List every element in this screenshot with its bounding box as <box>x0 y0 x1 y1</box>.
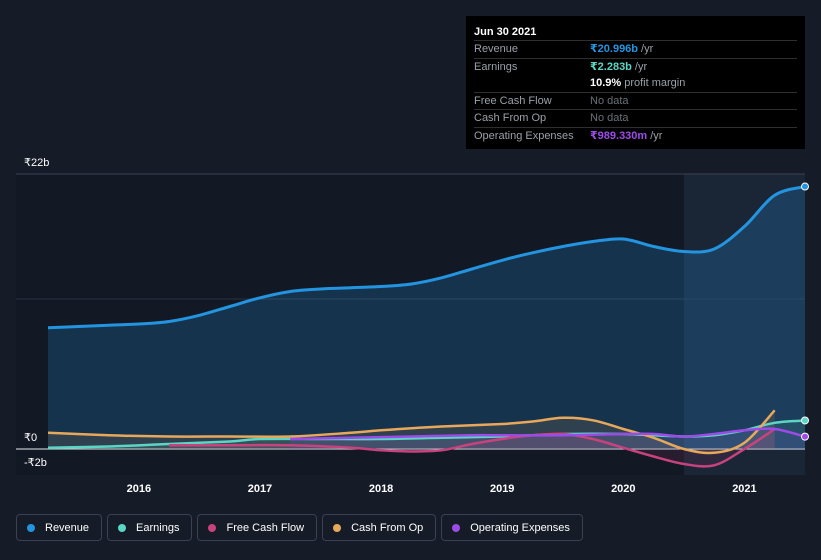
legend-item-revenue[interactable]: Revenue <box>16 514 103 541</box>
tooltip-value: ₹989.330m <box>590 129 648 142</box>
legend-dot-icon <box>452 523 461 532</box>
tooltip-row-revenue: Revenue ₹20.996b /yr <box>474 41 797 59</box>
tooltip-label: Operating Expenses <box>474 129 574 142</box>
operating-expenses-line <box>290 427 806 441</box>
revenue-line <box>47 185 806 330</box>
x-tick-label: 2017 <box>248 483 272 495</box>
legend-item-cash-from-op[interactable]: Cash From Op <box>322 514 437 541</box>
legend-label: Revenue <box>45 521 90 534</box>
legend-item-operating-expenses[interactable]: Operating Expenses <box>441 514 583 541</box>
tooltip-panel: Jun 30 2021 Revenue ₹20.996b /yr Earning… <box>466 16 805 149</box>
tooltip-value: No data <box>590 112 629 124</box>
tooltip-value: 10.9% <box>590 77 622 89</box>
y-axis-label: -₹2b <box>24 457 47 469</box>
tooltip-unit: /yr <box>634 60 648 73</box>
x-tick-label: 2020 <box>611 483 635 495</box>
earnings-endpoint <box>801 416 809 425</box>
revenue-endpoint <box>801 182 809 191</box>
legend-dot-icon <box>118 523 127 532</box>
free-cash-flow-line <box>169 427 776 468</box>
tooltip-unit: /yr <box>641 43 654 55</box>
tooltip-row-cash-from-op: Cash From Op No data <box>474 110 797 128</box>
highlight-region <box>683 174 805 475</box>
legend-dot-icon <box>333 523 342 532</box>
free-cash-flow-area <box>169 429 775 467</box>
x-tick-label: 2019 <box>490 483 514 495</box>
legend-dot-icon <box>208 523 217 532</box>
tooltip-row-earnings: Earnings ₹2.283b /yr <box>474 59 797 76</box>
y-axis-label: ₹0 <box>24 432 37 444</box>
chart-area: 2016 2017 2018 2019 2020 2021 ₹22b ₹0 -₹2b <box>16 157 809 495</box>
x-tick-label: 2016 <box>127 483 151 495</box>
legend-dot-icon <box>27 523 35 532</box>
tooltip-row-free-cash-flow: Free Cash Flow No data <box>474 93 797 110</box>
tooltip-label: Free Cash Flow <box>474 94 552 107</box>
legend-label: Free Cash Flow <box>226 521 305 534</box>
x-tick-label: 2018 <box>369 483 393 495</box>
legend-label: Operating Expenses <box>470 521 570 534</box>
tooltip-unit: /yr <box>650 129 663 142</box>
tooltip-label: Cash From Op <box>474 112 547 124</box>
y-axis-label: ₹22b <box>24 157 49 169</box>
tooltip-value: ₹2.283b <box>590 60 632 73</box>
tooltip-row-operating-expenses: Operating Expenses ₹989.330m /yr <box>474 128 797 145</box>
tooltip-unit: profit margin <box>624 77 686 89</box>
tooltip-value: ₹20.996b <box>590 43 639 55</box>
legend-label: Earnings <box>136 521 180 534</box>
legend-label: Cash From Op <box>351 521 424 534</box>
tooltip-label: Earnings <box>474 60 518 73</box>
legend-item-free-cash-flow[interactable]: Free Cash Flow <box>197 514 318 541</box>
revenue-area <box>48 186 805 449</box>
cash-from-op-line <box>47 409 776 455</box>
tooltip-row-profit-margin: 10.9% profit margin <box>474 75 797 93</box>
legend-item-earnings[interactable]: Earnings <box>107 514 193 541</box>
tooltip-label <box>474 75 590 92</box>
tooltip-date: Jun 30 2021 <box>474 24 797 41</box>
operating-expenses-endpoint <box>801 432 809 441</box>
operating-expenses-area <box>290 428 805 449</box>
x-tick-label: 2021 <box>732 483 756 495</box>
legend: Revenue Earnings Free Cash Flow Cash Fro… <box>16 514 583 541</box>
tooltip-label: Revenue <box>474 43 519 55</box>
tooltip-value: No data <box>590 94 629 107</box>
